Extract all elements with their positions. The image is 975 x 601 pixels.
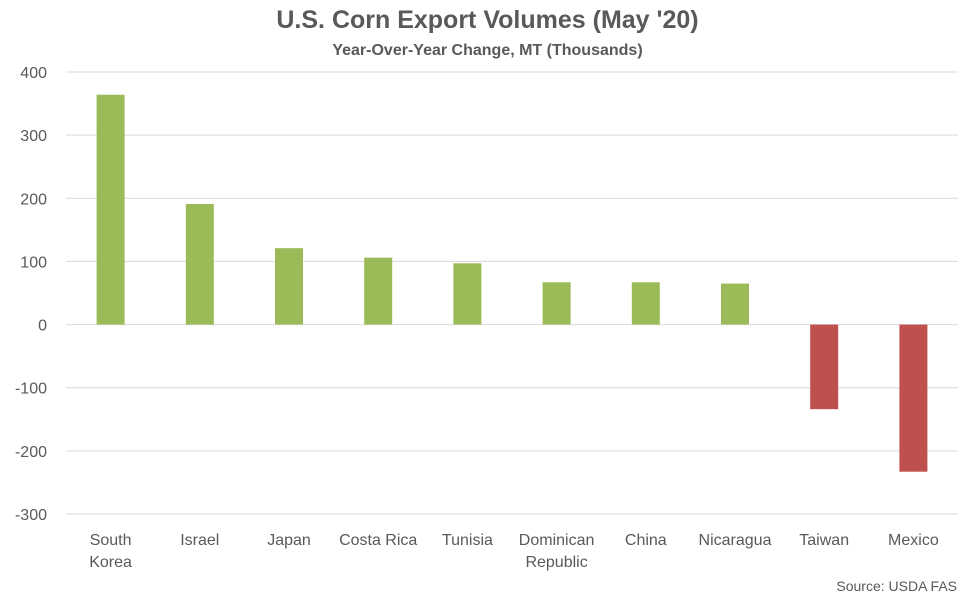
x-category-label: Japan — [267, 532, 311, 549]
y-tick-label: 0 — [38, 318, 47, 335]
x-category-label: South Korea — [89, 532, 132, 571]
chart-subtitle: Year-Over-Year Change, MT (Thousands) — [332, 42, 643, 59]
y-tick-label: 200 — [20, 191, 47, 208]
bars — [96, 94, 928, 472]
bar-mexico — [899, 324, 928, 472]
bar-israel — [185, 203, 214, 325]
x-category-label: Mexico — [888, 532, 939, 549]
y-tick-label: -200 — [15, 444, 47, 461]
bar-costa-rica — [364, 257, 393, 325]
bar-taiwan — [810, 324, 839, 410]
x-category-label: Taiwan — [799, 532, 849, 549]
x-category-label: Dominican Republic — [519, 532, 595, 571]
bar-tunisia — [453, 263, 482, 325]
bar-china — [631, 282, 660, 325]
y-tick-label: 100 — [20, 254, 47, 271]
y-tick-label: 400 — [20, 65, 47, 82]
x-category-label: China — [625, 532, 667, 549]
y-axis-ticks: 400 300 200 100 0 -100 -200 -300 — [15, 65, 47, 524]
x-category-label: Tunisia — [442, 532, 493, 549]
y-tick-label: -100 — [15, 381, 47, 398]
x-axis-labels: South Korea Israel Japan Costa Rica Tunisia Do… — [89, 532, 939, 571]
x-category-label: Israel — [180, 532, 219, 549]
y-tick-label: -300 — [15, 507, 47, 524]
bar-nicaragua — [721, 283, 749, 325]
bar-dominican-republic — [542, 282, 571, 325]
bar-japan — [275, 248, 303, 325]
chart-title: U.S. Corn Export Volumes (May '20) — [276, 6, 699, 34]
source-note: Source: USDA FAS — [836, 578, 957, 594]
x-category-label: Nicaragua — [699, 532, 772, 549]
x-category-label: Costa Rica — [339, 532, 417, 549]
bar-south-korea — [96, 94, 125, 325]
y-tick-label: 300 — [20, 128, 47, 145]
gridlines — [66, 71, 958, 515]
